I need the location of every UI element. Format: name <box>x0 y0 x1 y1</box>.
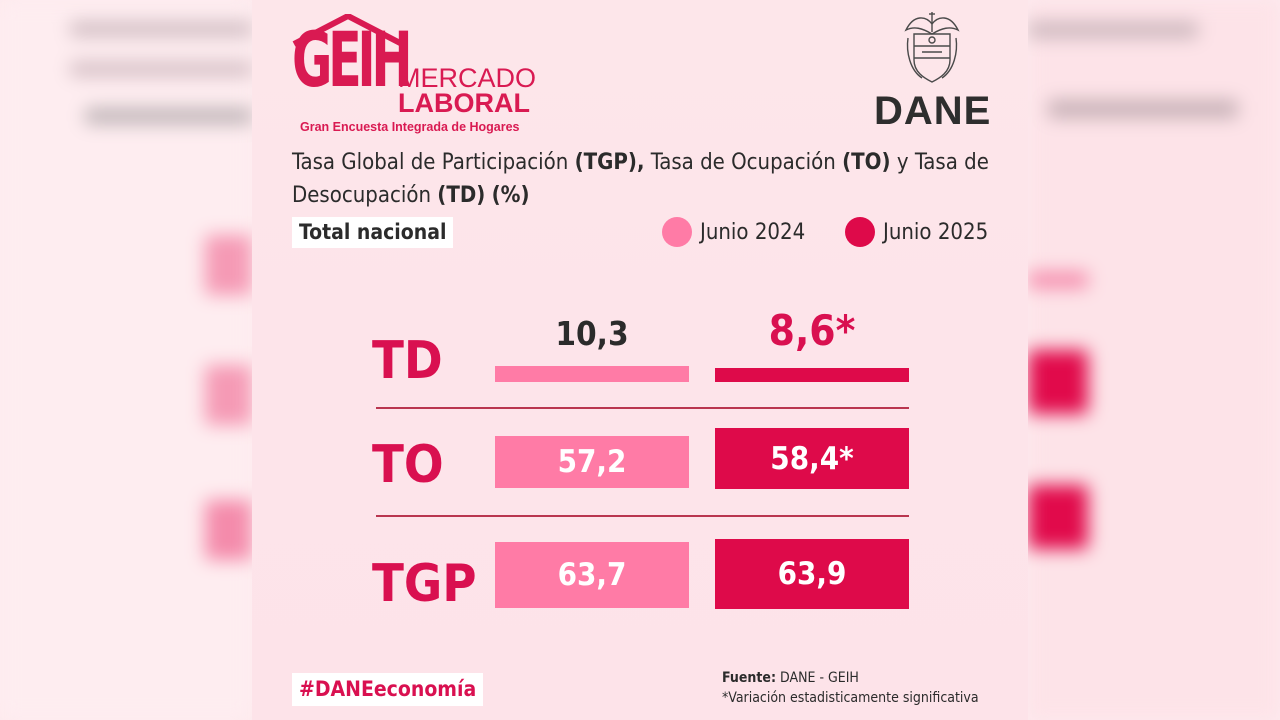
bar-to-2025: 58,4* <box>715 428 909 489</box>
legend-item-2024: Junio 2024 <box>662 216 805 248</box>
coat-of-arms-icon <box>904 12 960 83</box>
dane-wordmark: DANE <box>874 89 992 133</box>
logo-tagline: Gran Encuesta Integrada de Hogares <box>300 120 520 134</box>
value-tgp-2024: 63,7 <box>557 557 627 593</box>
blurred-backdrop-left <box>0 0 252 720</box>
value-to-2024: 57,2 <box>557 444 627 480</box>
title-unit: (%) <box>491 183 530 208</box>
value-td-2025: 8,6* <box>768 306 856 355</box>
legend-dot-2024 <box>662 217 692 247</box>
row-divider <box>376 407 909 409</box>
value-tgp-2025: 63,9 <box>777 556 847 592</box>
geih-logo: GEIH MERCADO LABORAL Gran Encuesta Integ… <box>292 10 537 134</box>
row-divider <box>376 515 909 517</box>
legend-dot-2025 <box>845 217 875 247</box>
hashtag-daneeconomia: #DANEeconomía <box>292 673 484 706</box>
chart-title: Tasa Global de Participación (TGP), Tasa… <box>292 146 1012 212</box>
title-abbr-to: (TO) <box>842 150 891 175</box>
value-to-2025: 58,4* <box>770 440 854 477</box>
bar-to-2024: 57,2 <box>495 436 689 488</box>
title-text: y Tasa de Desocupación <box>292 150 989 208</box>
dane-logo: DANE <box>866 8 996 132</box>
row-label-tgp: TGP <box>372 554 477 614</box>
title-abbr-td: (TD) <box>437 183 486 208</box>
title-text: Tasa de Ocupación <box>644 150 843 175</box>
significance-note: *Variación estadisticamente significativ… <box>722 690 979 706</box>
subtitle-total-nacional: Total nacional <box>292 217 454 248</box>
geih-letters: GEIH <box>292 15 413 104</box>
source-value: DANE - GEIH <box>776 670 859 686</box>
house-roof-icon <box>292 14 404 47</box>
blurred-backdrop-right <box>1028 0 1280 720</box>
bar-tgp-2024: 63,7 <box>495 542 689 608</box>
title-text: Tasa Global de Participación <box>292 150 575 175</box>
logo-laboral: LABORAL <box>398 88 530 118</box>
source-label: Fuente: <box>722 670 776 686</box>
infographic-panel: GEIH MERCADO LABORAL Gran Encuesta Integ… <box>252 0 1028 720</box>
bar-td-2024 <box>495 366 689 382</box>
legend-item-2025: Junio 2025 <box>845 216 988 248</box>
value-td-2024: 10,3 <box>555 314 629 353</box>
source-note: Fuente: DANE - GEIH *Variación estadisti… <box>722 668 979 708</box>
legend-label-2025: Junio 2025 <box>883 219 989 245</box>
bar-td-2025 <box>715 368 909 382</box>
bar-tgp-2025: 63,9 <box>715 539 909 609</box>
row-label-to: TO <box>372 435 444 495</box>
logo-mercado: MERCADO <box>398 63 537 93</box>
title-abbr-tgp: (TGP), <box>574 150 645 175</box>
legend-label-2024: Junio 2024 <box>700 219 806 245</box>
row-label-td: TD <box>372 331 443 391</box>
